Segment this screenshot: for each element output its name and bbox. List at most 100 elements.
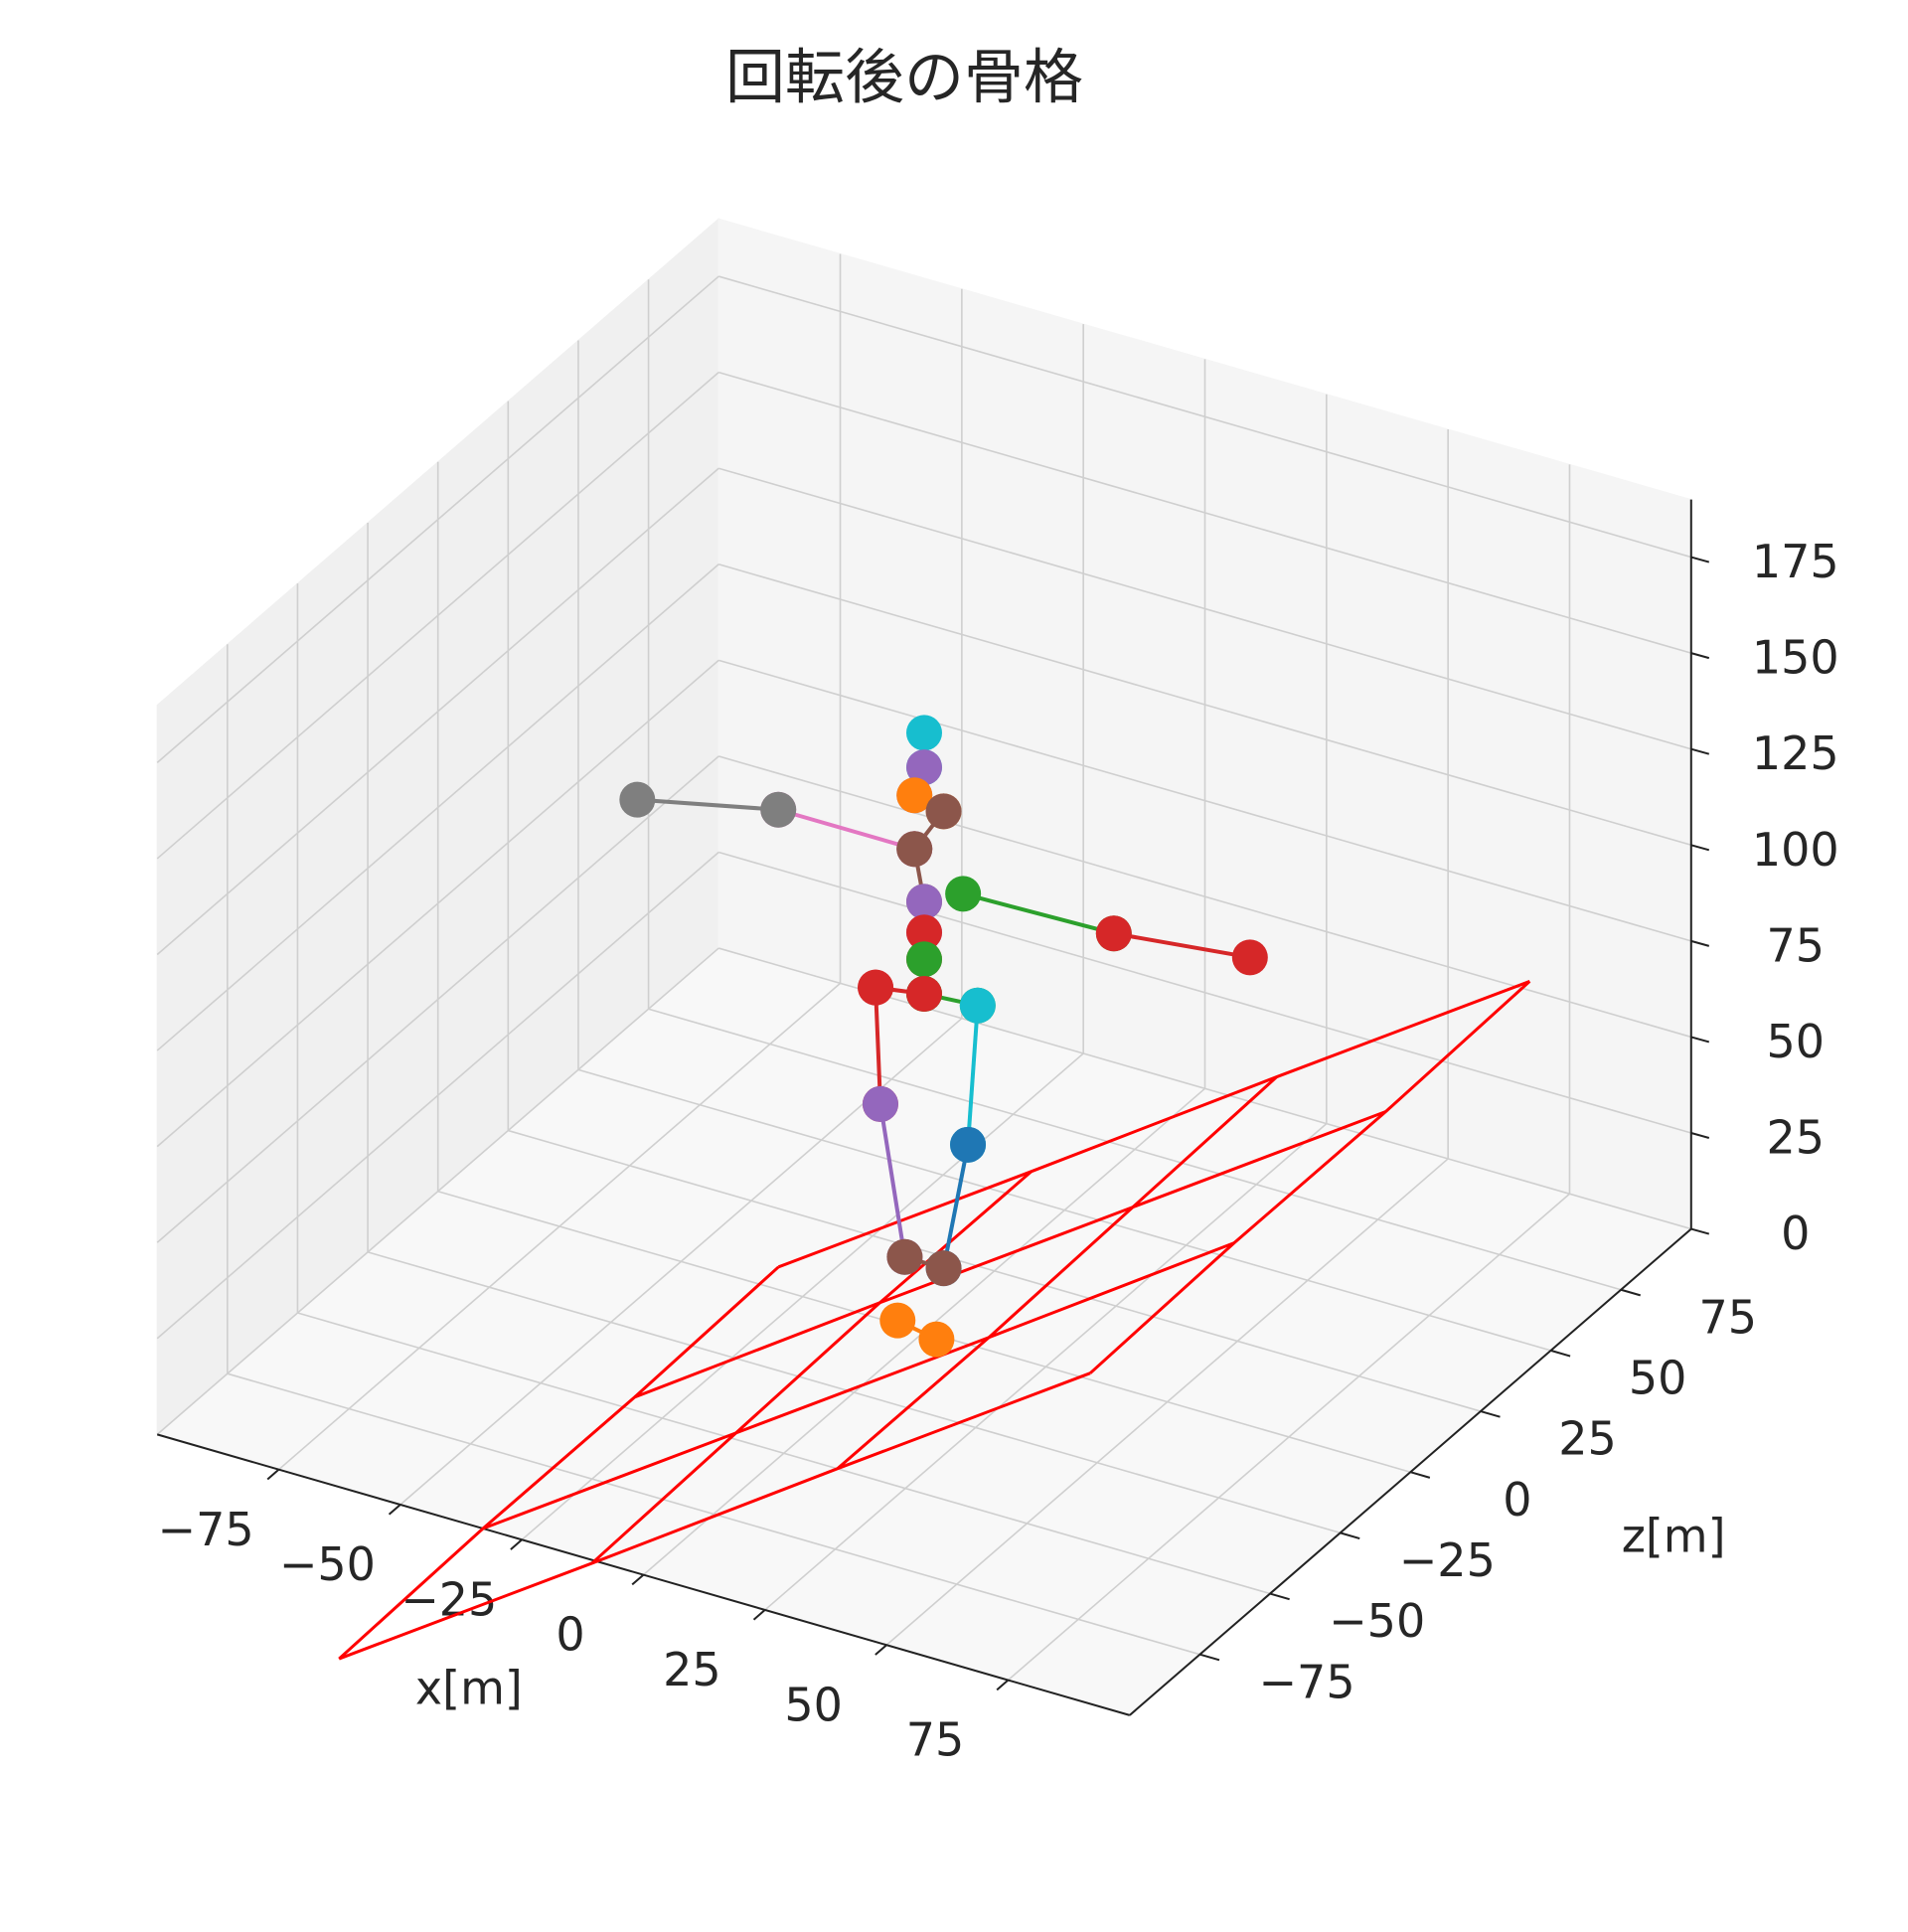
grid-line [156, 659, 719, 1148]
z-tick-label: 50 [1767, 1015, 1826, 1068]
z-tick-label: 100 [1752, 823, 1839, 877]
axis-line [1129, 1227, 1692, 1716]
x-tick-label: −50 [279, 1537, 376, 1591]
joint [886, 1238, 923, 1275]
bone [966, 1005, 980, 1145]
grid-line [508, 1129, 1482, 1412]
x-tick [510, 1538, 523, 1550]
y-tick-label: 50 [1629, 1351, 1687, 1404]
grid-line [156, 467, 719, 956]
z-tick [1690, 1227, 1710, 1235]
bone [941, 1144, 970, 1269]
grid-line [227, 1372, 1200, 1656]
joint [950, 1126, 987, 1163]
bone [962, 891, 1115, 936]
joint [906, 914, 942, 951]
y-tick [1620, 1288, 1642, 1297]
joint [906, 976, 942, 1013]
grid-line [156, 755, 719, 1243]
z-tick [1690, 652, 1710, 660]
grid-line [156, 372, 719, 860]
y-tick-label: 0 [1503, 1473, 1531, 1527]
joint [619, 781, 656, 818]
y-tick [1480, 1410, 1501, 1418]
joint [906, 749, 942, 786]
bone [777, 807, 915, 852]
x-tick [996, 1679, 1010, 1691]
chart-title: 回転後の骨格 [725, 44, 1083, 113]
x-tick [631, 1573, 645, 1586]
x-axis-label: x[m] [415, 1662, 523, 1715]
grid-line [648, 1008, 1622, 1291]
bone [1113, 931, 1251, 960]
grid-line [717, 564, 1692, 847]
floor-line [777, 980, 1530, 1269]
joint [959, 987, 996, 1024]
y-tick-label: 75 [1699, 1290, 1758, 1344]
z-tick [1690, 939, 1710, 947]
floor-line [338, 1265, 780, 1661]
z-tick-label: 175 [1752, 535, 1839, 588]
joint [918, 1321, 955, 1358]
z-tick [1690, 844, 1710, 852]
joint [945, 876, 982, 912]
x-tick-label: 75 [906, 1713, 965, 1767]
x-tick [388, 1504, 401, 1516]
y-tick-label: 25 [1558, 1412, 1617, 1466]
x-tick-label: 25 [663, 1643, 721, 1696]
floor-line [590, 1170, 1033, 1565]
floor-line [338, 1371, 1091, 1661]
y-axis-label: z[m] [1622, 1510, 1726, 1563]
y-tick [1410, 1471, 1431, 1479]
grid-line [156, 851, 719, 1340]
joint [760, 791, 797, 828]
floor-line [634, 1110, 1387, 1399]
joint [925, 793, 962, 830]
grid-line [156, 275, 719, 763]
bone [877, 1103, 907, 1258]
floor-line [482, 1241, 1235, 1530]
y-tick-label: −50 [1329, 1594, 1425, 1648]
grid-line [156, 564, 719, 1051]
joint [925, 1250, 962, 1287]
bone [637, 797, 779, 812]
y-tick [1199, 1653, 1220, 1662]
grid-line [717, 755, 1692, 1039]
grid-line [717, 851, 1692, 1134]
grid-line [717, 275, 1692, 559]
x-tick [752, 1609, 766, 1621]
z-tick [1690, 556, 1710, 564]
joint [896, 831, 933, 868]
y-tick [1269, 1592, 1290, 1601]
grid-line [577, 1068, 1551, 1352]
joint [1095, 915, 1132, 952]
y-tick [1340, 1531, 1360, 1539]
z-tick [1690, 1036, 1710, 1044]
z-tick-label: 150 [1752, 631, 1839, 685]
bone [874, 987, 882, 1105]
grid-line [717, 467, 1692, 750]
y-tick [1550, 1349, 1571, 1358]
z-tick-label: 125 [1752, 726, 1839, 780]
joint [879, 1302, 916, 1339]
z-tick-label: 75 [1767, 918, 1826, 972]
z-tick [1690, 1132, 1710, 1139]
z-tick-label: 0 [1781, 1207, 1810, 1260]
x-tick-label: 0 [556, 1608, 584, 1662]
z-tick-label: 25 [1767, 1111, 1826, 1165]
floor-line [836, 1075, 1278, 1470]
joint [906, 884, 942, 920]
joint [896, 777, 933, 814]
y-tick-label: −25 [1399, 1533, 1496, 1587]
joint [862, 1085, 898, 1122]
joint [906, 715, 942, 751]
floor-line [1089, 980, 1531, 1374]
x-tick-label: −75 [158, 1503, 254, 1556]
y-tick-label: −75 [1259, 1655, 1355, 1708]
grid-line [156, 947, 719, 1435]
axis-line [156, 1433, 1131, 1716]
grid-line [367, 1251, 1341, 1534]
x-tick [874, 1644, 887, 1656]
